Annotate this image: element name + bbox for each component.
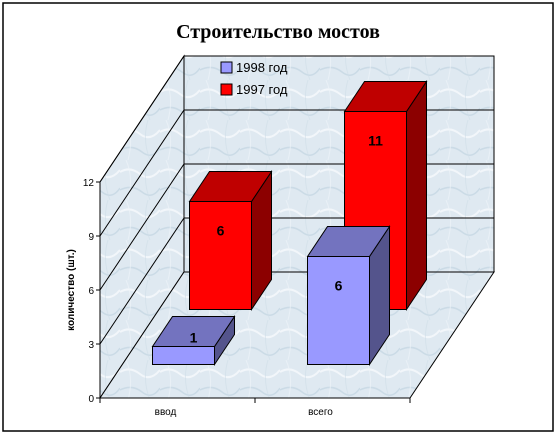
- series-back: 6 11: [188, 79, 428, 312]
- bar-front: [189, 201, 252, 310]
- legend-swatch: [220, 83, 233, 96]
- data-label: 1: [190, 330, 198, 346]
- series-front: 16: [151, 224, 391, 367]
- bar-1998-год-ввод: 1: [151, 314, 236, 367]
- bar-1997-год-всего: 11: [343, 79, 428, 312]
- y-axis-title: количество (шт.): [66, 249, 77, 331]
- data-label: 6: [335, 278, 343, 294]
- y-axis: 0 3 6 9 12: [83, 178, 100, 405]
- legend-swatch: [220, 61, 233, 74]
- bar-1997-год-ввод: 6: [188, 169, 273, 312]
- legend-label: 1997 год: [236, 82, 288, 97]
- bar-front: [152, 346, 215, 365]
- x-axis: ввод всего: [99, 397, 411, 418]
- y-tick-label: 6: [88, 286, 94, 297]
- y-tick-label: 12: [83, 178, 95, 189]
- y-tick-label: 9: [88, 232, 94, 243]
- bar-front: [307, 256, 370, 365]
- gridline: [99, 55, 494, 183]
- legend-label: 1998 год: [236, 60, 288, 75]
- x-tick-label: ввод: [155, 407, 177, 418]
- y-tick-label: 3: [88, 340, 94, 351]
- chart-title: Строительство мостов: [176, 21, 380, 43]
- x-tick-label: всего: [308, 407, 333, 418]
- bar-1998-год-всего: 6: [306, 224, 391, 367]
- data-label: 6: [217, 223, 225, 239]
- y-tick-label: 0: [88, 394, 94, 405]
- bar-side: [406, 79, 427, 312]
- data-label: 11: [368, 133, 383, 149]
- legend: 1998 год 1997 год: [220, 60, 288, 97]
